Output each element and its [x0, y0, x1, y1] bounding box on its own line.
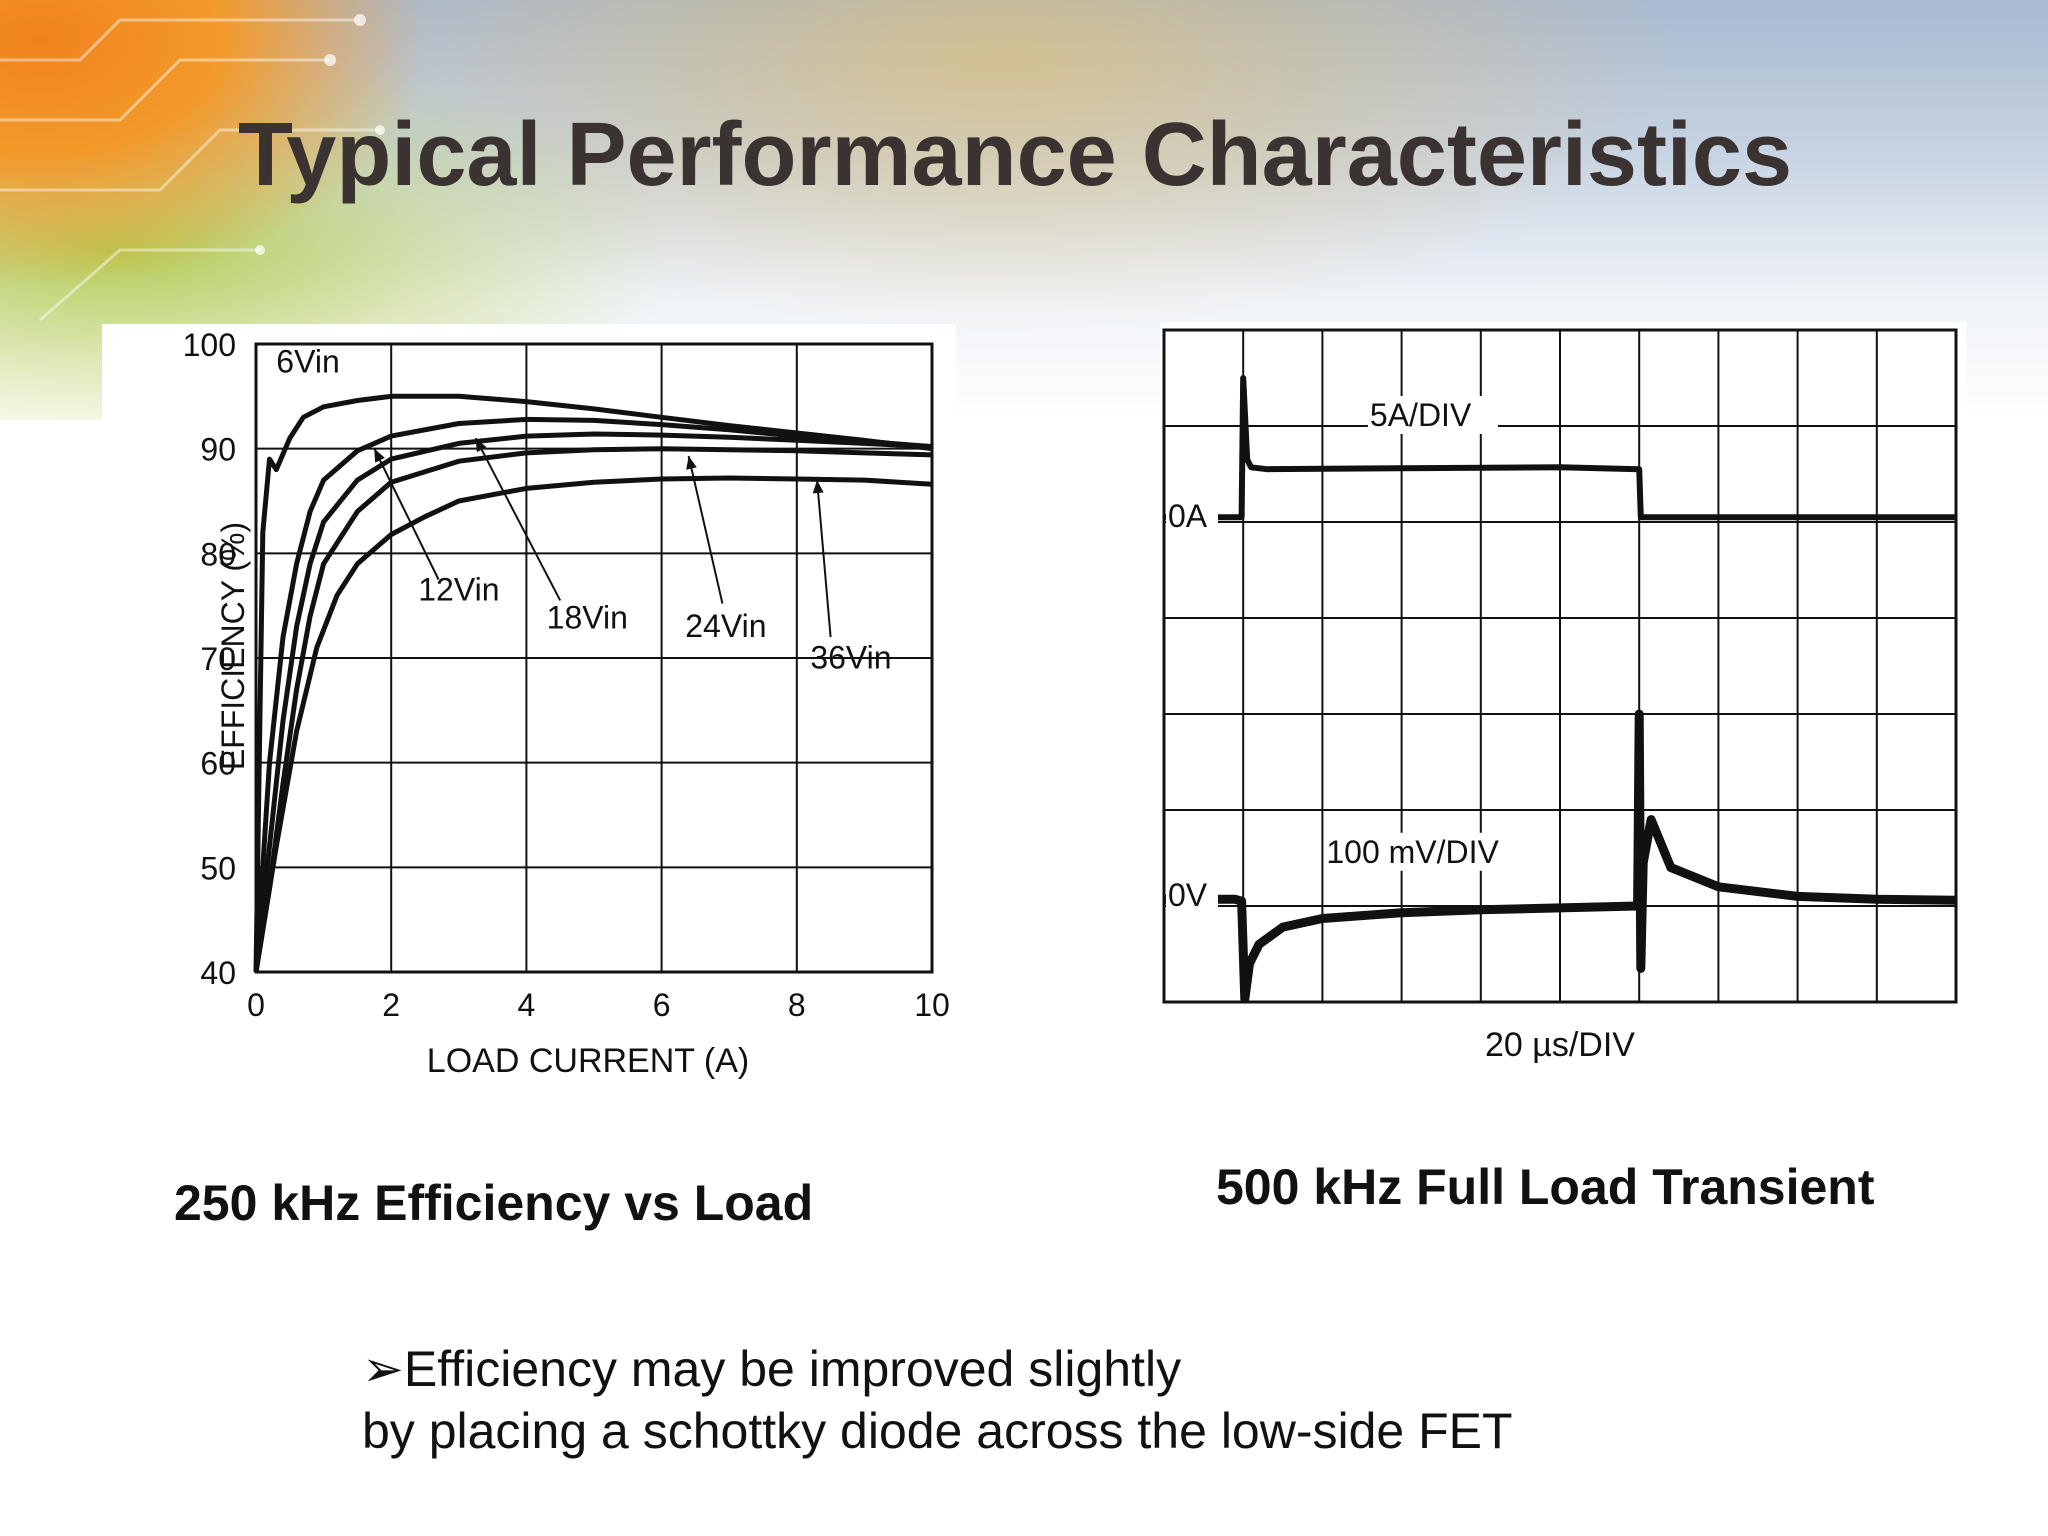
transient-voltage-trace [1164, 709, 1957, 1004]
efficiency-series-line [253, 431, 933, 973]
efficiency-ytick: 70 [200, 641, 236, 677]
efficiency-arrowhead [374, 448, 385, 463]
efficiency-annotations: 6Vin 12Vin 18Vin 24Vin 36Vin [276, 343, 891, 675]
efficiency-series [253, 393, 933, 973]
efficiency-arrowhead [812, 480, 824, 494]
efficiency-series-label: 18Vin [547, 600, 628, 636]
transient-chart-panel: 5A/DIV 0A 100 mV/DIV 0V 20 µs/DIV [1160, 322, 1966, 1074]
efficiency-xtick: 8 [788, 987, 806, 1023]
transient-voltage-scale-label-bg [1324, 832, 1545, 871]
bullet-text-line1: Efficiency may be improved slightly [403, 1341, 1182, 1397]
efficiency-leader-line [687, 455, 724, 604]
transient-current-scale-label: 5A/DIV [1370, 397, 1472, 433]
efficiency-ytick: 40 [200, 955, 236, 991]
slide-title: Typical Performance Characteristics [238, 105, 1793, 205]
efficiency-leader-line [474, 437, 562, 601]
efficiency-xtick: 10 [914, 987, 950, 1023]
transient-voltage-ref-label: 0V [1168, 877, 1208, 913]
efficiency-series-line [253, 416, 933, 973]
efficiency-xtick: 6 [653, 987, 671, 1023]
efficiency-ticks: 0 2 4 6 8 10 40 50 60 70 80 90 100 [183, 327, 950, 1023]
transient-current-scale-label-bg [1367, 396, 1498, 434]
efficiency-ytick: 100 [183, 327, 236, 363]
efficiency-series-label: 24Vin [685, 608, 766, 644]
efficiency-xlabel: LOAD CURRENT (A) [427, 1042, 749, 1080]
efficiency-ytick: 50 [200, 850, 236, 886]
efficiency-leader-line [816, 479, 832, 638]
efficiency-series-line [253, 475, 933, 973]
transient-current-trace [1164, 375, 1956, 521]
transient-xlabel: 20 µs/DIV [1485, 1026, 1635, 1064]
transient-current-ref-label-bg [1165, 496, 1218, 535]
transient-caption: 500 kHz Full Load Transient [1216, 1159, 1875, 1215]
transient-chart: 5A/DIV 0A 100 mV/DIV 0V 20 µs/DIV [1162, 328, 1958, 1064]
efficiency-series-line [253, 393, 933, 973]
transient-current-ref-label: 0A [1168, 498, 1208, 534]
circuit-decoration [0, 14, 385, 322]
bullet-text-line2: by placing a schottky diode across the l… [362, 1403, 1513, 1459]
efficiency-series-label: 6Vin [276, 343, 339, 379]
efficiency-series-line [253, 446, 933, 973]
transient-voltage-scale-label: 100 mV/DIV [1326, 834, 1499, 870]
efficiency-ytick: 60 [200, 746, 236, 782]
bullet-arrow-icon: ➢ [362, 1341, 404, 1397]
efficiency-ylabel: EFFICIENCY (%) [215, 522, 251, 770]
efficiency-series-label: 36Vin [810, 639, 891, 675]
transient-labels: 5A/DIV 0A 100 mV/DIV 0V [1165, 396, 1545, 914]
efficiency-xtick: 4 [518, 987, 536, 1023]
efficiency-ytick: 80 [200, 536, 236, 572]
efficiency-chart-panel: 0 2 4 6 8 10 40 50 60 70 80 90 100 LOAD CURRENT (A) … [102, 324, 956, 1088]
efficiency-caption: 250 kHz Efficiency vs Load [174, 1175, 814, 1231]
transient-traces [1164, 375, 1957, 1004]
transient-voltage-ref-label-bg [1165, 876, 1218, 914]
efficiency-leader-line [373, 448, 440, 580]
efficiency-ytick: 90 [200, 432, 236, 468]
efficiency-arrowhead [475, 438, 487, 453]
efficiency-xtick: 0 [247, 987, 265, 1023]
efficiency-arrowhead [686, 455, 697, 470]
efficiency-xtick: 2 [382, 987, 400, 1023]
efficiency-series-label: 12Vin [418, 571, 499, 607]
bullet-point: ➢Efficiency may be improved slightly [362, 1340, 1181, 1398]
